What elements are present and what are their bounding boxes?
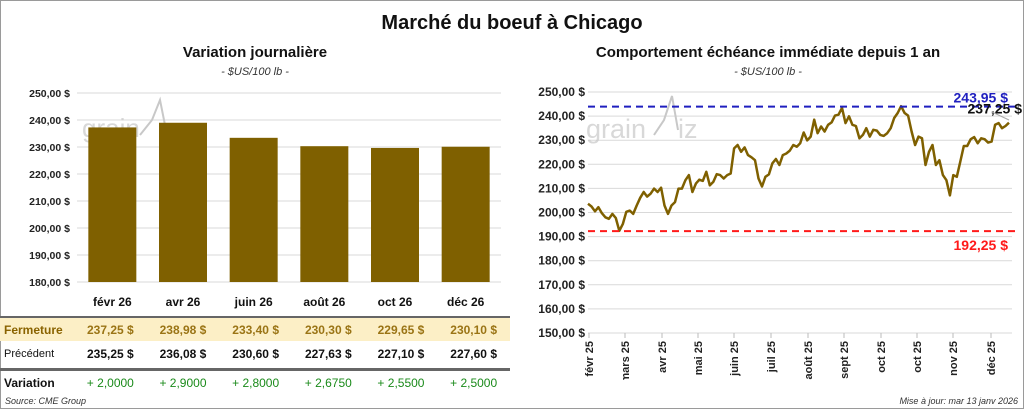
- row-label: Variation: [4, 375, 55, 390]
- x-tick-label: sept 25: [839, 341, 851, 379]
- row-label: Précédent: [0, 341, 74, 371]
- x-tick-label: oct 25: [876, 341, 888, 373]
- x-tick-label: avr 25: [657, 341, 669, 373]
- y-tick-label: 210,00 $: [29, 196, 70, 208]
- table-cell: 236,08 $: [146, 341, 220, 371]
- y-tick-label: 200,00 $: [29, 223, 70, 235]
- watermark-logo-mark: [653, 95, 679, 136]
- table-cell: 237,25 $: [74, 316, 147, 341]
- x-tick-label: nov 25: [948, 341, 960, 376]
- watermark-logo: grain: [586, 114, 646, 144]
- x-tick-label: mars 25: [620, 341, 632, 380]
- price-table: Fermeture 237,25 $238,98 $233,40 $230,30 …: [0, 316, 510, 395]
- watermark-logo-text: iz: [678, 114, 698, 144]
- y-tick-label: 210,00 $: [538, 181, 585, 195]
- table-cell: 229,65 $: [364, 316, 438, 341]
- row-label: Fermeture: [0, 316, 74, 341]
- left-chart-subtitle: - $US/100 lb -: [221, 66, 289, 78]
- y-tick-label: 250,00 $: [538, 85, 585, 99]
- y-tick-label: 220,00 $: [538, 157, 585, 171]
- watermark-logo-mark: [139, 96, 166, 136]
- x-tick-label: août 26: [303, 295, 345, 309]
- y-tick-label: 220,00 $: [29, 169, 70, 181]
- bar: [441, 146, 490, 282]
- table-cell: 235,25 $: [74, 341, 147, 371]
- left-chart-title: Variation journalière: [182, 44, 328, 61]
- high-label: 243,95 $: [954, 90, 1009, 106]
- x-tick-label: juil 25: [766, 341, 778, 373]
- table-row: Variation + 2,0000 + 2,9000 + 2,8000 + 2,675…: [0, 369, 510, 395]
- y-tick-label: 240,00 $: [538, 109, 585, 123]
- low-label: 192,25 $: [954, 237, 1009, 253]
- y-tick-label: 190,00 $: [538, 230, 585, 244]
- x-tick-label: oct 25: [912, 341, 924, 373]
- y-tick-label: 170,00 $: [538, 278, 585, 292]
- y-tick-label: 240,00 $: [29, 115, 70, 127]
- table-cell: 230,60 $: [219, 341, 292, 371]
- y-tick-label: 250,00 $: [29, 88, 70, 100]
- price-line: [587, 104, 1010, 233]
- y-tick-label: 230,00 $: [29, 142, 70, 154]
- x-tick-label: oct 26: [378, 295, 413, 309]
- y-tick-label: 230,00 $: [538, 133, 585, 147]
- bar-chart: 250,00 $ 240,00 $ 230,00 $ 220,00 $ 210,00 $…: [29, 88, 501, 309]
- main-title: Marché du boeuf à Chicago: [381, 12, 643, 34]
- table-row: Fermeture 237,25 $238,98 $233,40 $230,30 …: [0, 316, 510, 341]
- right-chart-subtitle: - $US/100 lb -: [734, 66, 802, 78]
- bar: [88, 127, 137, 282]
- x-tick-label: févr 25: [584, 341, 596, 376]
- update-note: Mise à jour: mar 13 janv 2026: [899, 396, 1018, 406]
- bar: [300, 146, 349, 282]
- bar: [229, 137, 278, 282]
- y-tick-label: 200,00 $: [538, 206, 585, 220]
- y-tick-label: 190,00 $: [29, 250, 70, 262]
- y-tick-label: 180,00 $: [538, 254, 585, 268]
- table-row: Précédent 235,25 $236,08 $230,60 $227,63 …: [0, 341, 510, 371]
- x-tick-label: juin 26: [234, 295, 273, 309]
- last-price-leader: [991, 111, 1010, 121]
- right-chart-title: Comportement échéance immédiate depuis 1…: [595, 44, 941, 61]
- x-tick-label: août 25: [803, 341, 815, 380]
- x-tick-label: avr 26: [166, 295, 201, 309]
- last-price-label: 237,25 $: [968, 101, 1023, 117]
- x-tick-label: juin 25: [729, 341, 741, 377]
- y-tick-label: 160,00 $: [538, 302, 585, 316]
- source-note: Source: CME Group: [5, 396, 87, 406]
- table-cell: + 2,5500: [377, 375, 425, 390]
- y-tick-label: 180,00 $: [29, 277, 70, 289]
- table-cell: 230,10 $: [437, 316, 510, 341]
- table-cell: 227,10 $: [364, 341, 438, 371]
- table-cell: 227,60 $: [437, 341, 510, 371]
- table-cell: + 2,6750: [304, 375, 352, 390]
- x-tick-label: déc 25: [986, 341, 998, 375]
- table-cell: + 2,0000: [86, 375, 134, 390]
- table-cell: + 2,5000: [450, 375, 498, 390]
- x-tick-label: mai 25: [693, 341, 705, 375]
- table-cell: 230,30 $: [291, 316, 365, 341]
- y-tick-label: 150,00 $: [538, 326, 585, 340]
- table-cell: + 2,9000: [159, 375, 207, 390]
- x-tick-label: déc 26: [447, 295, 485, 309]
- table-cell: 238,98 $: [146, 316, 220, 341]
- table-cell: 233,40 $: [219, 316, 292, 341]
- line-chart: 250,00 $ 240,00 $ 230,00 $ 220,00 $ 210,00 $…: [538, 85, 1023, 380]
- table-cell: 227,63 $: [291, 341, 365, 371]
- table-cell: + 2,8000: [232, 375, 280, 390]
- x-tick-label: févr 26: [93, 295, 132, 309]
- bar: [159, 122, 207, 282]
- bar: [371, 147, 419, 282]
